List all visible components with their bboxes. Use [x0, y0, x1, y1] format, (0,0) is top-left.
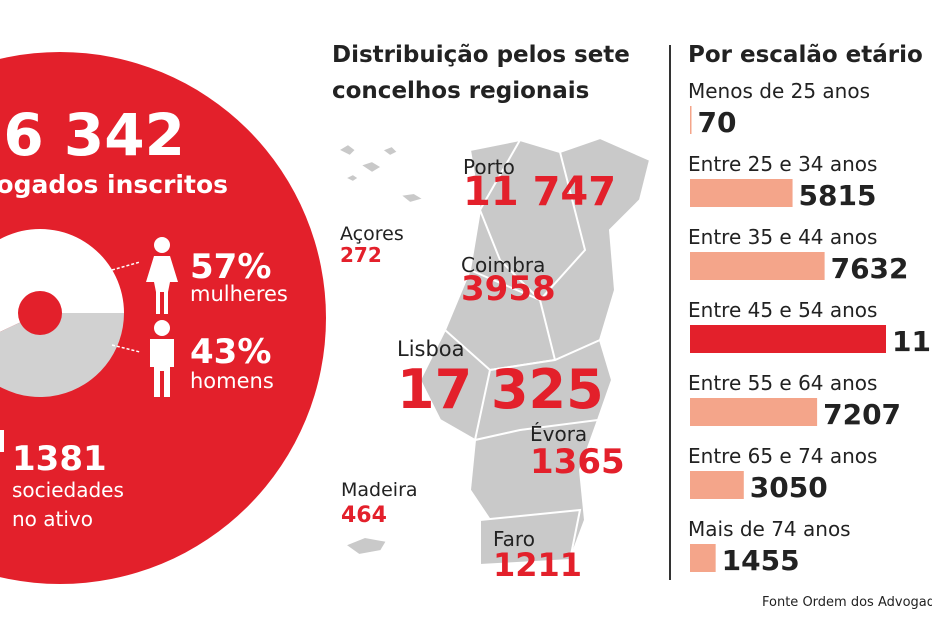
bar: [690, 179, 793, 207]
age-label: Entre 55 e 64 anos: [688, 371, 877, 395]
region-name: Açores: [340, 223, 404, 245]
bar: [690, 252, 825, 280]
gender-label: homens: [190, 369, 274, 393]
bar: [690, 471, 744, 499]
region-name: Évora: [530, 422, 587, 446]
percent: 43%: [190, 332, 271, 372]
bar-value: 7632: [831, 252, 909, 285]
source: Fonte Ordem dos Advogados: [762, 595, 932, 610]
societies: 1381: [12, 439, 107, 479]
bar: [690, 398, 818, 426]
regions-title: concelhos regionais: [332, 78, 589, 104]
societies-label: no ativo: [12, 507, 93, 531]
region-value: 1365: [530, 442, 625, 482]
age-title: Por escalão etário: [688, 42, 923, 68]
map: [335, 136, 652, 567]
region-name: Porto: [463, 155, 515, 179]
region-value: 11 747: [463, 169, 616, 215]
bar-value: 1455: [722, 544, 800, 577]
percent: 57%: [190, 247, 271, 287]
gender-label: mulheres: [190, 282, 288, 306]
source-name: Ordem dos Advogados: [802, 595, 932, 610]
regions-title: Distribuição pelos sete: [332, 42, 630, 68]
source-prefix: Fonte: [762, 595, 798, 610]
region-value: 3958: [461, 269, 556, 309]
total: 36 342: [0, 101, 185, 169]
age-label: Entre 35 e 44 anos: [688, 225, 877, 249]
bar: [690, 544, 716, 572]
region-value: 1211: [493, 546, 582, 584]
region-value: 17 325: [397, 358, 604, 421]
region-value: 464: [341, 503, 387, 528]
age-label: Entre 25 e 34 anos: [688, 152, 877, 176]
bar-value: 3050: [750, 471, 828, 504]
region-name: Madeira: [341, 479, 418, 501]
donut-slice: [0, 313, 124, 397]
bar: [690, 106, 692, 134]
age-bars: Menos de 25 anos 70 Entre 25 e 34 anos 5815…: [688, 79, 932, 577]
bar-value: 70: [698, 106, 737, 139]
total-label: Advogados inscritos: [0, 170, 228, 199]
bar: [690, 325, 886, 353]
region-name: Faro: [493, 527, 535, 551]
bar-value: 11113: [892, 325, 932, 358]
bar-value: 5815: [799, 179, 877, 212]
age-label: Menos de 25 anos: [688, 79, 870, 103]
bar-value: 7207: [823, 398, 901, 431]
donut-hole: [18, 291, 62, 335]
region-name: Lisboa: [397, 337, 465, 361]
red-circle: [0, 52, 326, 584]
region-name: Coimbra: [461, 253, 545, 277]
age-label: Entre 65 e 74 anos: [688, 444, 877, 468]
building-icon: [0, 430, 4, 452]
societies-label: sociedades: [12, 478, 124, 502]
age-label: Entre 45 e 54 anos: [688, 298, 877, 322]
woman-icon: [146, 237, 178, 314]
region-value: 272: [340, 243, 382, 267]
man-icon: [150, 320, 174, 397]
age-label: Mais de 74 anos: [688, 517, 851, 541]
